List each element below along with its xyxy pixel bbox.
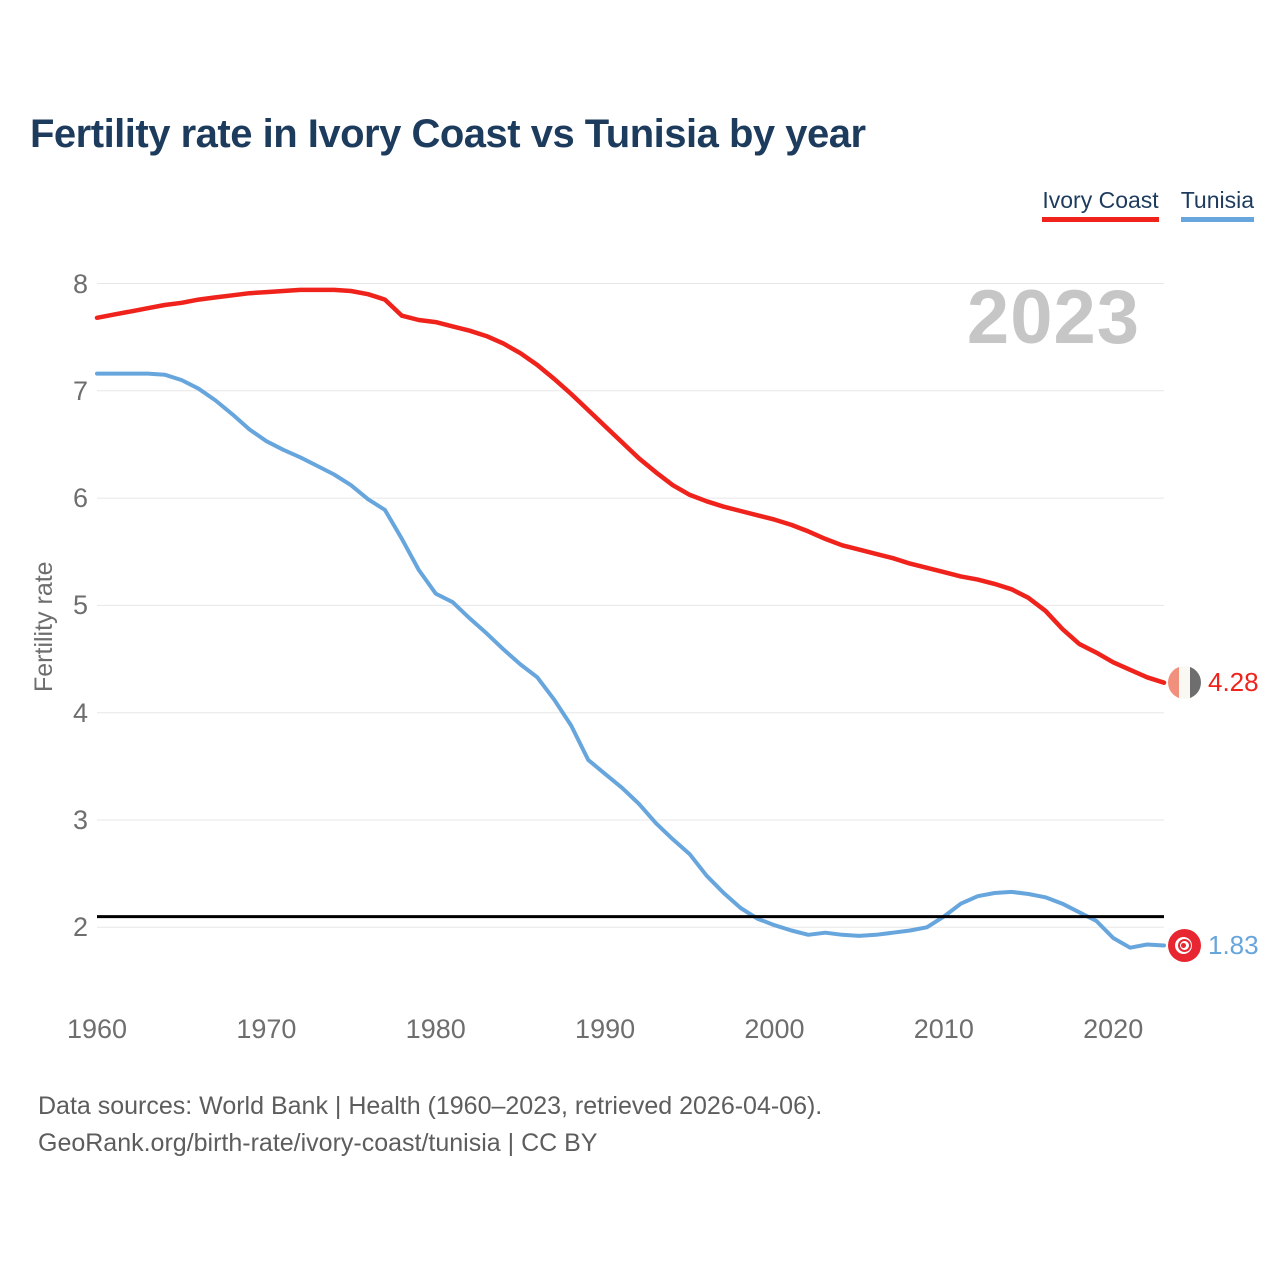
series-line-tunisia[interactable]	[95, 371, 1166, 950]
y-tick-label-7: 7	[72, 375, 88, 406]
series-line-ivory-coast[interactable]	[94, 287, 1167, 685]
x-tick-label-2000: 2000	[744, 1014, 805, 1044]
x-tick-label-1960: 1960	[66, 1014, 128, 1044]
footer-attribution-line: GeoRank.org/birth-rate/ivory-coast/tunis…	[38, 1129, 598, 1157]
end-value-tunisia: 1.83	[1208, 929, 1259, 960]
x-tick-label-1990: 1990	[575, 1014, 636, 1044]
tunisia-flag-star	[1181, 942, 1186, 948]
x-tick-label-2020: 2020	[1083, 1014, 1144, 1044]
y-tick-label-6: 6	[72, 483, 88, 514]
y-tick-label-5: 5	[72, 590, 88, 621]
end-label-tunisia: 1.83	[1168, 928, 1259, 962]
tunisia-flag-disc	[1175, 936, 1192, 954]
footer: Data sources: World Bank | Health (1960–…	[38, 1088, 822, 1162]
legend-item-tunisia[interactable]: Tunisia	[1180, 187, 1254, 222]
y-tick-label-3: 3	[72, 805, 88, 835]
end-label-ivory-coast: 4.28	[1168, 665, 1259, 699]
end-value-ivory-coast: 4.28	[1208, 666, 1259, 697]
year-watermark: 2023	[966, 275, 1140, 360]
x-tick-label-1970: 1970	[236, 1014, 297, 1044]
tunisia-flag-icon	[1168, 928, 1201, 962]
legend: Ivory Coast Tunisia	[1042, 187, 1254, 222]
legend-label-ivory-coast: Ivory Coast	[1042, 187, 1159, 222]
y-tick-label-4: 4	[72, 697, 88, 728]
y-tick-label-8: 8	[72, 268, 88, 299]
page-title: Fertility rate in Ivory Coast vs Tunisia…	[30, 112, 866, 156]
ivory-coast-flag-icon	[1168, 665, 1201, 699]
y-tick-label-2: 2	[72, 912, 88, 943]
x-tick-label-1980: 1980	[405, 1014, 466, 1044]
legend-label-tunisia: Tunisia	[1180, 187, 1254, 222]
legend-item-ivory-coast[interactable]: Ivory Coast	[1042, 187, 1159, 222]
footer-sources-line: Data sources: World Bank | Health (1960–…	[38, 1092, 823, 1120]
x-tick-label-2010: 2010	[913, 1014, 974, 1044]
